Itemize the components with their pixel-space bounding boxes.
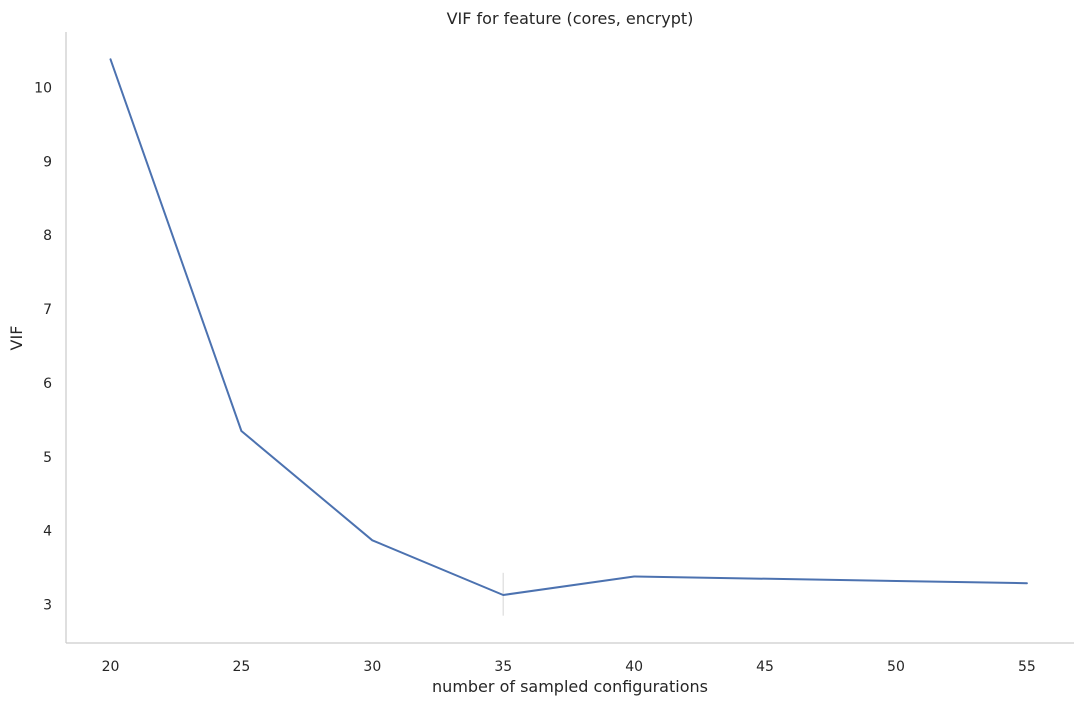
series-line	[109, 58, 1028, 596]
x-tick-label: 20	[102, 659, 120, 675]
y-tick-label: 8	[43, 228, 52, 244]
y-tick-label: 7	[43, 302, 52, 318]
x-tick-label: 55	[1018, 659, 1036, 675]
y-tick-label: 3	[43, 598, 52, 614]
y-tick-label: 6	[43, 376, 52, 392]
y-tick-label: 10	[34, 80, 52, 96]
x-tick-label: 50	[887, 659, 905, 675]
series-layer	[109, 58, 1028, 596]
x-tick-labels: 20 25 30 35 40 45 50 55	[102, 659, 1036, 675]
x-tick-label: 35	[494, 659, 512, 675]
y-tick-label: 5	[43, 450, 52, 466]
x-tick-label: 40	[625, 659, 643, 675]
y-tick-label: 4	[43, 524, 52, 540]
x-tick-label: 45	[756, 659, 774, 675]
x-tick-label: 25	[233, 659, 251, 675]
y-axis-label: VIF	[7, 326, 26, 351]
x-axis-label: number of sampled configurations	[432, 677, 708, 696]
y-tick-label: 9	[43, 154, 52, 170]
y-tick-labels: 3 4 5 6 7 8 9 10	[34, 80, 52, 613]
chart-title: VIF for feature (cores, encrypt)	[447, 9, 694, 28]
x-tick-label: 30	[363, 659, 381, 675]
